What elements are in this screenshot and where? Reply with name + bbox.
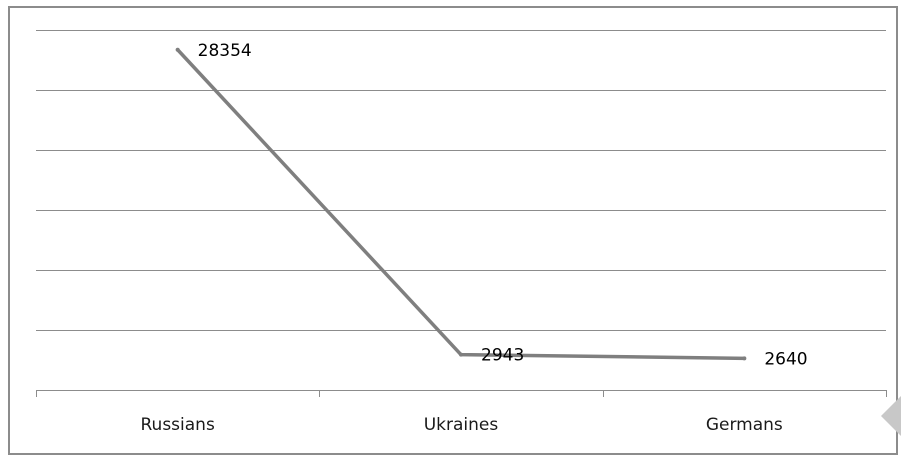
data-point bbox=[175, 47, 180, 52]
data-point bbox=[742, 356, 747, 361]
data-point bbox=[459, 352, 463, 357]
grid-lines bbox=[36, 30, 886, 391]
data-label: 2943 bbox=[481, 346, 524, 366]
corner-arrow-icon bbox=[881, 396, 901, 436]
x-tick-label: Ukraines bbox=[424, 415, 499, 435]
series-line bbox=[175, 48, 747, 361]
x-tick-label: Russians bbox=[141, 415, 215, 435]
series bbox=[175, 47, 747, 361]
x-axis bbox=[36, 390, 887, 397]
chart-frame bbox=[8, 6, 898, 455]
labels: Russians Ukraines Germans 28354 2943 2640 bbox=[141, 41, 808, 435]
data-label: 2640 bbox=[764, 349, 807, 369]
x-tick-label: Germans bbox=[706, 415, 783, 435]
data-label: 28354 bbox=[198, 41, 252, 61]
